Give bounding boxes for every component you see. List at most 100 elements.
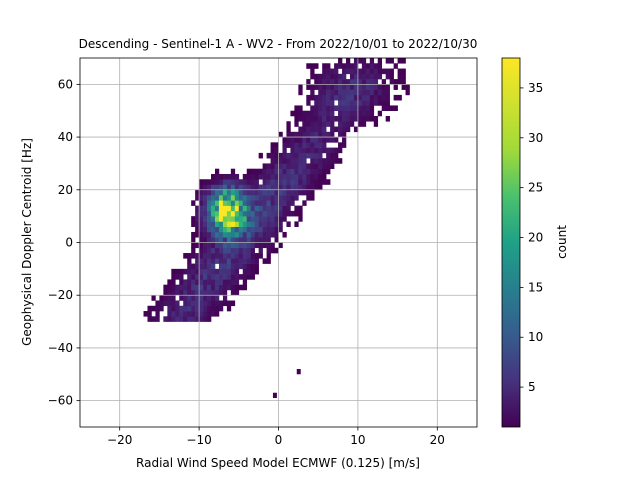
- histogram-bin: [246, 168, 252, 175]
- histogram-bin: [330, 79, 335, 85]
- histogram-bin: [258, 168, 263, 175]
- histogram-bin: [326, 147, 331, 154]
- histogram-bin: [361, 105, 367, 112]
- histogram-bin: [353, 73, 359, 80]
- histogram-bin: [353, 58, 359, 64]
- histogram-bin: [242, 173, 248, 180]
- histogram-bin: [302, 168, 307, 175]
- histogram-bin: [322, 158, 327, 164]
- histogram-bin: [290, 168, 295, 175]
- histogram-bin: [203, 258, 208, 264]
- histogram-bin: [195, 258, 200, 264]
- histogram-bin: [234, 242, 240, 249]
- histogram-bin: [187, 253, 192, 259]
- histogram-bin: [310, 63, 315, 69]
- histogram-bin: [214, 231, 220, 238]
- histogram-bin: [234, 179, 240, 185]
- histogram-bin: [199, 289, 204, 296]
- histogram-bin: [199, 268, 204, 275]
- histogram-bin: [266, 210, 271, 217]
- histogram-bin: [187, 284, 192, 291]
- histogram-bin: [373, 68, 379, 75]
- histogram-bin: [246, 242, 252, 249]
- histogram-bin: [310, 126, 315, 133]
- histogram-bin: [290, 200, 295, 206]
- histogram-bin: [250, 258, 255, 264]
- histogram-bin: [199, 284, 204, 291]
- histogram-bin: [195, 289, 200, 296]
- histogram-bin: [377, 84, 383, 90]
- histogram-bin: [270, 152, 275, 159]
- histogram-bin: [381, 79, 386, 85]
- histogram-bin: [385, 105, 390, 112]
- histogram-bin: [318, 152, 323, 159]
- histogram-bin: [238, 195, 244, 201]
- histogram-bin: [211, 221, 216, 227]
- histogram-bin: [357, 84, 363, 90]
- histogram-bin: [274, 168, 279, 175]
- histogram-bin: [270, 173, 275, 180]
- histogram-bin: [342, 79, 347, 85]
- histogram-bin: [218, 179, 224, 185]
- histogram-bin: [401, 84, 406, 90]
- histogram-bin: [218, 226, 224, 233]
- histogram-bin: [322, 94, 327, 101]
- histogram-bin: [207, 242, 212, 249]
- y-tick-label: −40: [48, 341, 73, 355]
- histogram-bin: [234, 237, 240, 243]
- histogram-bin: [214, 205, 220, 212]
- histogram-bin: [282, 210, 287, 217]
- histogram-bin: [282, 137, 287, 143]
- histogram-bin: [338, 147, 343, 154]
- histogram-bin: [214, 284, 220, 291]
- histogram-bin: [298, 131, 303, 138]
- histogram-bin: [199, 231, 204, 238]
- histogram-bin: [246, 189, 252, 196]
- histogram-bin: [155, 316, 160, 322]
- histogram-bin: [274, 195, 279, 201]
- histogram-bin: [282, 152, 287, 159]
- histogram-bin: [234, 258, 240, 264]
- histogram-bin: [242, 179, 248, 185]
- histogram-bin: [349, 68, 355, 75]
- histogram-bin: [330, 105, 335, 112]
- histogram-bin: [357, 121, 363, 127]
- histogram-bin: [175, 268, 180, 275]
- histogram-bin: [306, 121, 311, 127]
- histogram-bin: [195, 295, 200, 301]
- histogram-bin: [357, 110, 363, 117]
- histogram-bin: [183, 268, 188, 275]
- histogram-bin: [214, 300, 220, 307]
- histogram-bin: [322, 179, 327, 185]
- histogram-bin: [310, 121, 315, 127]
- histogram-bin: [361, 94, 367, 101]
- histogram-bin: [222, 210, 228, 217]
- histogram-bin: [290, 179, 295, 185]
- histogram-bin: [179, 295, 184, 301]
- histogram-bin: [199, 195, 204, 201]
- histogram-bin: [381, 105, 386, 112]
- histogram-bin: [349, 73, 355, 80]
- histogram-bin: [207, 184, 212, 191]
- histogram-bin: [254, 237, 259, 243]
- histogram-bin: [322, 89, 327, 96]
- histogram-bin: [207, 284, 212, 291]
- histogram-bin: [345, 89, 351, 96]
- histogram-bin: [294, 163, 299, 169]
- histogram-bin: [298, 205, 303, 212]
- histogram-bin: [214, 247, 220, 254]
- colorbar-tick-label: 35: [528, 81, 543, 95]
- histogram-bin: [258, 195, 263, 201]
- histogram-bin: [314, 100, 319, 106]
- histogram-bin: [385, 89, 390, 96]
- histogram-bin: [274, 237, 279, 243]
- histogram-bin: [191, 231, 196, 238]
- histogram-bin: [274, 221, 279, 227]
- histogram-bin: [262, 231, 267, 238]
- histogram-bin: [218, 247, 224, 254]
- histogram-bin: [278, 216, 283, 222]
- histogram-bin: [393, 79, 398, 85]
- y-axis-label: Geophysical Doppler Centroid [Hz]: [20, 138, 34, 346]
- histogram-bin: [306, 131, 311, 138]
- histogram-bin: [349, 79, 355, 85]
